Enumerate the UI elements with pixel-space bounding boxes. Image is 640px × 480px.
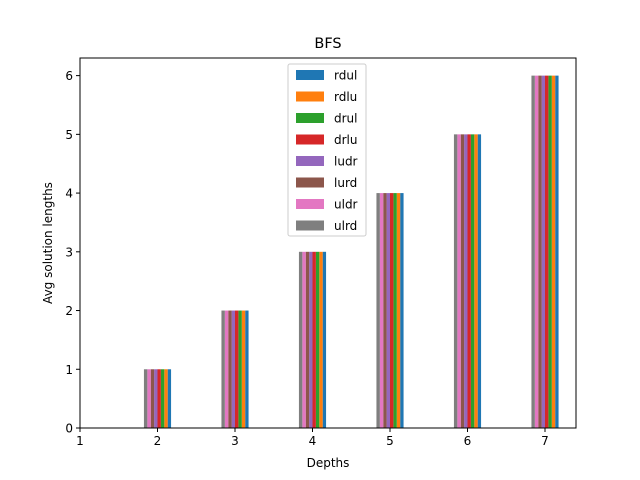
y-tick-label: 6 [65,69,73,83]
bar-drlu-depth-6 [467,134,471,428]
y-axis: 0 1 2 3 4 5 6 [65,69,80,436]
bar-ludr-depth-6 [464,134,468,428]
bar-rdlu-depth-3 [241,310,246,428]
legend-swatch-drlu [296,134,324,145]
bar-drlu-depth-5 [390,193,394,428]
x-axis-label: Depths [307,456,350,470]
y-tick-label: 1 [65,363,73,377]
legend-label-lurd: lurd [334,176,357,190]
bar-lurd-depth-6 [460,134,465,428]
bars-group [143,75,559,429]
bar-rdlu-depth-4 [319,251,323,428]
bar-rdul-depth-7 [555,75,559,429]
plot-frame [79,57,577,429]
bar-ludr-depth-7 [541,75,545,429]
bar-rdul-depth-5 [400,193,404,428]
y-tick-label: 0 [65,422,73,436]
bar-drlu-depth-4 [312,251,316,428]
legend-swatch-drul [296,113,324,123]
bar-ludr-depth-2 [154,369,158,428]
legend-label-drul: drul [334,112,358,126]
bar-ulrd-depth-3 [221,310,225,428]
bar-drul-depth-4 [315,251,320,428]
x-tick-label: 1 [76,434,84,448]
bar-lurd-depth-2 [150,369,155,428]
x-tick-label: 3 [231,434,239,448]
legend-label-drlu: drlu [334,133,358,147]
bar-rdul-depth-3 [245,310,249,428]
x-tick-label: 7 [541,434,549,448]
legend-label-ulrd: ulrd [334,219,357,233]
bar-rdul-depth-4 [322,251,327,428]
y-tick-label: 2 [65,304,73,318]
legend-frame [287,63,367,237]
bar-lurd-depth-7 [538,75,542,429]
bar-rdul-depth-2 [167,369,172,428]
x-tick-label: 6 [464,434,472,448]
bar-drul-depth-3 [238,310,242,428]
bar-ulrd-depth-2 [143,369,148,428]
chart-title: BFS [314,36,341,52]
x-tick-label: 4 [309,434,317,448]
bar-drul-depth-2 [160,369,165,428]
bar-lurd-depth-4 [305,251,310,428]
y-tick-label: 5 [65,128,73,142]
bar-uldr-depth-2 [147,369,151,428]
bar-drul-depth-7 [548,75,552,429]
x-tick-label: 5 [386,434,394,448]
bar-ulrd-depth-7 [531,75,535,429]
bar-rdul-depth-6 [477,134,482,428]
bar-rdlu-depth-7 [551,75,556,429]
bar-uldr-depth-3 [224,310,229,428]
bar-uldr-depth-5 [379,193,384,428]
legend-swatch-lurd [296,177,324,188]
bar-ulrd-depth-4 [298,251,303,428]
bar-rdlu-depth-6 [474,134,478,428]
bar-drlu-depth-2 [157,369,161,428]
legend-label-rdlu: rdlu [334,90,357,104]
bar-rdlu-depth-2 [164,369,168,428]
bar-lurd-depth-3 [228,310,232,428]
bar-ludr-depth-5 [386,193,390,428]
legend-label-ludr: ludr [334,155,358,169]
legend: rdul rdlu drul drlu ludr lurd uldr ulrd [287,63,367,237]
legend-label-uldr: uldr [334,198,358,212]
bar-uldr-depth-6 [457,134,461,428]
x-axis: 1 2 3 4 5 6 7 [76,428,549,448]
legend-swatch-ulrd [296,220,324,231]
bar-lurd-depth-5 [383,193,387,428]
bar-drul-depth-6 [470,134,475,428]
bar-ulrd-depth-5 [376,193,380,428]
bar-ludr-depth-3 [231,310,235,428]
x-tick-label: 2 [154,434,162,448]
legend-swatch-uldr [296,199,324,209]
y-tick-label: 3 [65,245,73,259]
bar-rdlu-depth-5 [396,193,401,428]
bar-drlu-depth-7 [545,75,549,429]
bar-drlu-depth-3 [235,310,239,428]
bar-drul-depth-5 [393,193,397,428]
bar-ludr-depth-4 [309,251,313,428]
y-tick-label: 4 [65,187,73,201]
legend-swatch-ludr [296,156,324,166]
legend-label-rdul: rdul [334,69,357,83]
bar-ulrd-depth-6 [453,134,458,428]
bar-uldr-depth-4 [302,251,306,428]
legend-swatch-rdlu [296,91,324,102]
legend-swatch-rdul [296,70,324,80]
bar-uldr-depth-7 [534,75,539,429]
y-axis-label: Avg solution lengths [41,182,55,304]
